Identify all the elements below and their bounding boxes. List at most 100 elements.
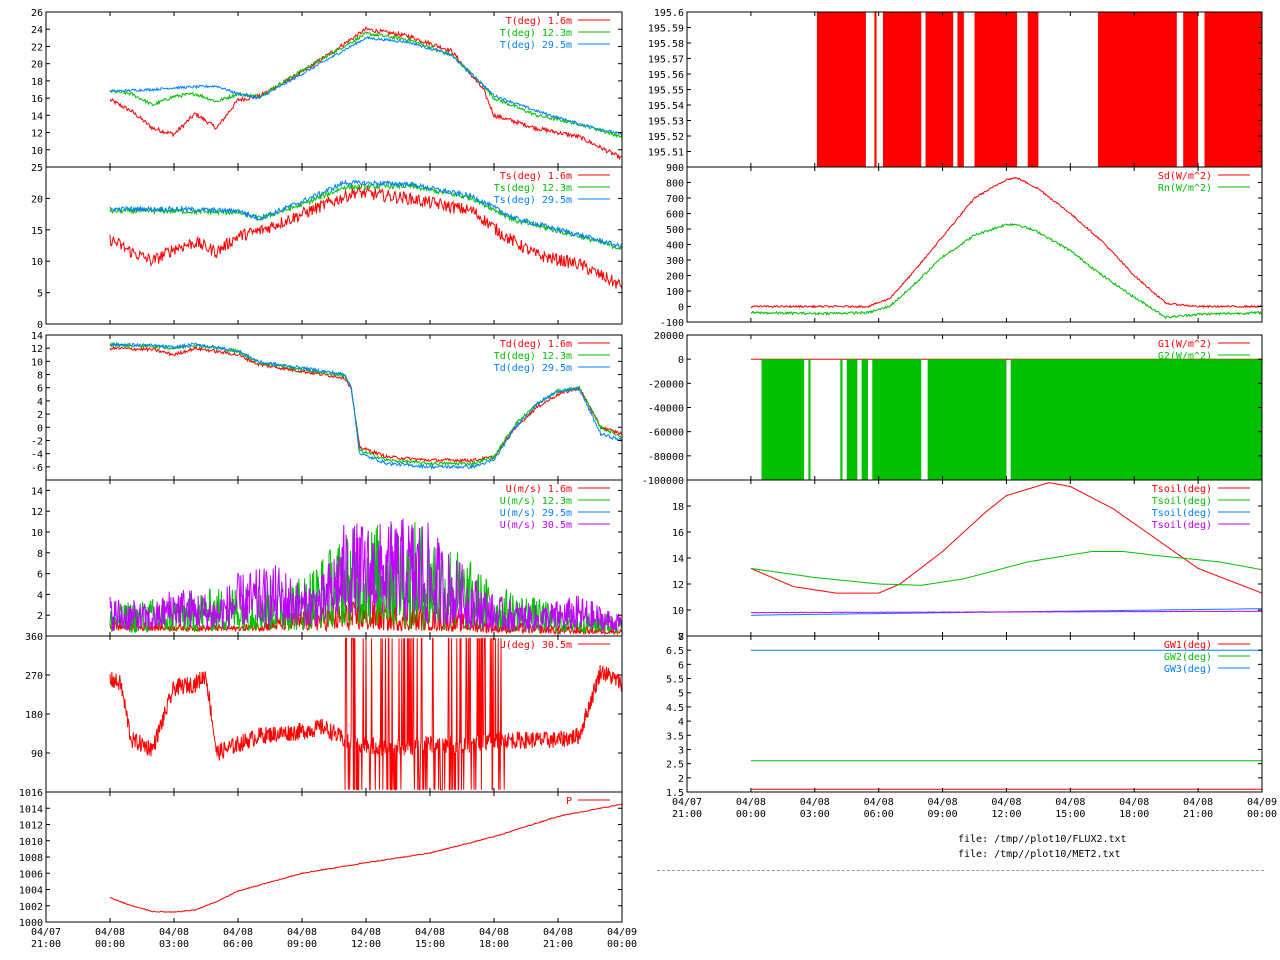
y-tick-label: 360 bbox=[25, 632, 43, 643]
x-tick-label: 15:00 bbox=[415, 939, 445, 950]
y-tick-label: 14 bbox=[672, 554, 684, 565]
legend-label: Td(deg) 12.3m bbox=[494, 351, 572, 362]
series-line bbox=[109, 345, 622, 463]
legend-label: U(m/s) 12.3m bbox=[500, 496, 572, 507]
legend-label: GW2(deg) bbox=[1164, 652, 1212, 663]
x-tick-label: 00:00 bbox=[95, 939, 125, 950]
y-tick-label: 1008 bbox=[19, 853, 43, 864]
y-tick-label: 10 bbox=[31, 357, 43, 368]
y-tick-label: -80000 bbox=[648, 452, 684, 463]
legend-label: Tsoil(deg) bbox=[1152, 508, 1212, 519]
y-tick-label: 16 bbox=[31, 94, 43, 105]
legend-label: Tsoil(deg) bbox=[1152, 520, 1212, 531]
x-tick-label: 04/08 bbox=[736, 797, 766, 808]
y-tick-label: 2 bbox=[37, 410, 43, 421]
chart-panel-10: 81012141618Tsoil(deg)Tsoil(deg)Tsoil(deg… bbox=[672, 479, 1263, 643]
x-tick-label: 00:00 bbox=[736, 809, 766, 820]
y-tick-label: 700 bbox=[666, 194, 684, 205]
toggle-span bbox=[1204, 12, 1262, 167]
legend-label: Rn(W/m^2) bbox=[1158, 183, 1212, 194]
y-tick-label: 16 bbox=[672, 528, 684, 539]
legend-label: Ts(deg) 29.5m bbox=[494, 195, 572, 206]
y-tick-label: 6 bbox=[37, 384, 43, 395]
toggle-span bbox=[925, 12, 954, 167]
series-line bbox=[109, 179, 622, 250]
x-tick-label: 03:00 bbox=[800, 809, 830, 820]
x-tick-label: 04/08 bbox=[351, 927, 381, 938]
file-note-flux: file: /tmp//plot10/FLUX2.txt bbox=[958, 834, 1127, 845]
legend-label: Tsoil(deg) bbox=[1152, 484, 1212, 495]
y-tick-label: 600 bbox=[666, 210, 684, 221]
x-tick-label: 04/09 bbox=[1247, 797, 1277, 808]
series-line bbox=[109, 518, 622, 632]
legend-label: T(deg) 1.6m bbox=[506, 16, 572, 27]
series-line bbox=[750, 551, 1262, 586]
y-tick-label: 10 bbox=[31, 257, 43, 268]
y-tick-label: -60000 bbox=[648, 428, 684, 439]
y-tick-label: 7 bbox=[678, 632, 684, 643]
chart-traces-1 bbox=[109, 26, 622, 161]
legend-label: T(deg) 29.5m bbox=[500, 40, 572, 51]
toggle-span bbox=[872, 359, 922, 480]
y-tick-label: 195.56 bbox=[648, 70, 684, 81]
y-tick-label: 22 bbox=[31, 42, 43, 53]
y-tick-label: -100000 bbox=[642, 476, 684, 487]
x-tick-label: 04/08 bbox=[928, 797, 958, 808]
legend-label: Td(deg) 1.6m bbox=[500, 339, 572, 350]
y-tick-label: 14 bbox=[31, 486, 43, 497]
x-tick-label: 04/08 bbox=[223, 927, 253, 938]
x-tick-label: 04/07 bbox=[31, 927, 61, 938]
y-tick-label: 270 bbox=[25, 671, 43, 682]
y-tick-label: 12 bbox=[31, 507, 43, 518]
toggle-span bbox=[882, 12, 922, 167]
y-tick-label: 14 bbox=[31, 111, 43, 122]
series-line bbox=[109, 185, 622, 290]
plot-frame bbox=[686, 635, 1263, 793]
y-tick-label: 195.54 bbox=[648, 101, 684, 112]
y-tick-label: 6 bbox=[37, 570, 43, 581]
x-tick-label: 04/08 bbox=[159, 927, 189, 938]
y-tick-label: 195.59 bbox=[648, 24, 684, 35]
chart-traces-2 bbox=[109, 179, 622, 290]
y-tick-label: 5.5 bbox=[666, 675, 684, 686]
y-tick-label: 100 bbox=[666, 287, 684, 298]
y-tick-label: 300 bbox=[666, 256, 684, 267]
y-tick-label: -100 bbox=[660, 318, 684, 329]
x-tick-label: 00:00 bbox=[607, 939, 637, 950]
toggle-span bbox=[1010, 359, 1262, 480]
y-tick-label: 20000 bbox=[654, 331, 684, 342]
y-tick-label: 90 bbox=[31, 749, 43, 760]
toggle-span bbox=[846, 359, 858, 480]
x-tick-label: 04/08 bbox=[1055, 797, 1085, 808]
x-tick-label: 21:00 bbox=[1183, 809, 1213, 820]
y-tick-label: 4 bbox=[37, 590, 43, 601]
y-tick-label: 900 bbox=[666, 163, 684, 174]
y-tick-label: 6 bbox=[678, 660, 684, 671]
chart-traces-3 bbox=[109, 341, 622, 471]
legend-label: G1(W/m^2) bbox=[1158, 339, 1212, 350]
chart-panel-6: 1000 1002 1004 1006 1008 1010 1012 1014 1016 04/0… bbox=[19, 788, 637, 950]
y-tick-label: 10 bbox=[672, 606, 684, 617]
toggle-span bbox=[957, 12, 964, 167]
series-line bbox=[109, 26, 622, 161]
x-tick-label: 04/09 bbox=[607, 927, 637, 938]
toggle-span bbox=[808, 359, 811, 480]
x-tick-label: 21:00 bbox=[543, 939, 573, 950]
y-tick-label: 10 bbox=[31, 146, 43, 157]
legend-label: U(m/s) 30.5m bbox=[500, 520, 572, 531]
x-tick-label: 18:00 bbox=[1119, 809, 1149, 820]
y-tick-label: -40000 bbox=[648, 404, 684, 415]
y-tick-label: 25 bbox=[31, 163, 43, 174]
x-tick-label: 04/08 bbox=[479, 927, 509, 938]
y-tick-label: 2 bbox=[37, 611, 43, 622]
x-tick-label: 21:00 bbox=[31, 939, 61, 950]
chart-traces-8 bbox=[750, 176, 1262, 320]
series-line bbox=[109, 341, 622, 471]
x-tick-label: 04/08 bbox=[287, 927, 317, 938]
chart-panel-1: 10 12 14 16 18 20 22 24 26 T(deg) 1.6mT(deg) 12.3… bbox=[31, 8, 623, 168]
chart-panel-7: 195.51 195.52 195.53 195.54 195.55 195.56 195.… bbox=[648, 8, 1263, 168]
series-line bbox=[750, 176, 1262, 309]
chart-panel-9: -100000 -80000 -60000 -40000 -20000 0 20000 G1(… bbox=[642, 331, 1263, 487]
y-tick-label: 2.5 bbox=[666, 760, 684, 771]
